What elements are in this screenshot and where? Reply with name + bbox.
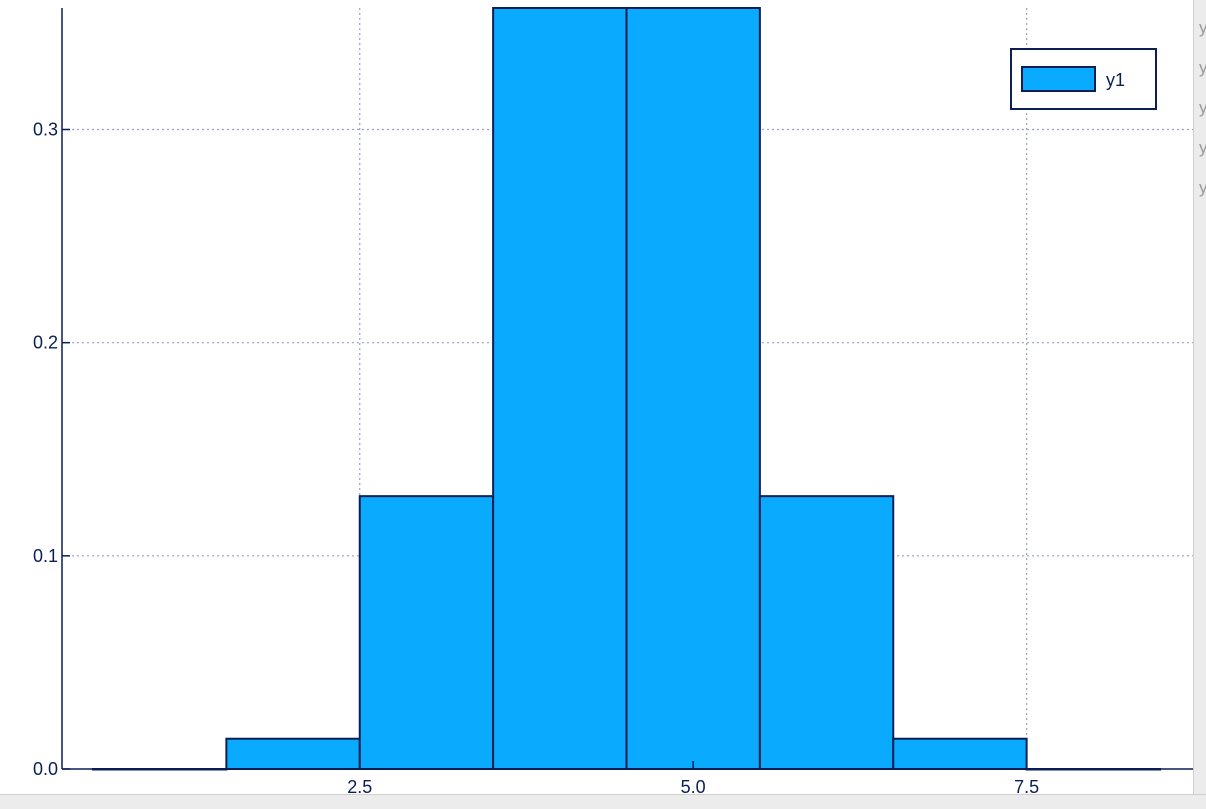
y-tick-label-0: 0.0 (33, 759, 58, 779)
axes (61, 8, 1193, 770)
legend-label: y1 (1106, 70, 1125, 90)
clipped-text-5: y (1199, 178, 1206, 197)
x-tick-label-0: 2.5 (347, 777, 372, 794)
x-tick-label-2: 7.5 (1014, 777, 1039, 794)
histogram-bars (92, 7, 1161, 771)
legend-swatch (1021, 66, 1096, 92)
clipped-text-2: y (1199, 58, 1206, 77)
x-tick-label-1: 5.0 (681, 777, 706, 794)
bar-3 (492, 7, 628, 770)
bar-2 (358, 495, 495, 770)
bar-6 (892, 737, 1028, 770)
clipped-text-1: y (1199, 18, 1206, 37)
bar-5 (758, 495, 895, 770)
bar-1 (225, 737, 361, 770)
window-right-edge (1193, 0, 1206, 808)
clipped-text-4: y (1199, 138, 1206, 157)
tick-labels: 0.0 0.1 0.2 0.3 2.5 5.0 7.5 (33, 120, 1039, 794)
histogram-chart: 0.0 0.1 0.2 0.3 2.5 5.0 7.5 y1 (33, 7, 1193, 794)
y-tick-label-3: 0.3 (33, 120, 58, 140)
window-bottom-edge (0, 794, 1206, 809)
legend: y1 (1010, 48, 1157, 110)
bar-4 (625, 7, 761, 770)
y-tick-label-2: 0.2 (33, 333, 58, 353)
clipped-text-3: y (1199, 98, 1206, 117)
y-tick-label-1: 0.1 (33, 546, 58, 566)
